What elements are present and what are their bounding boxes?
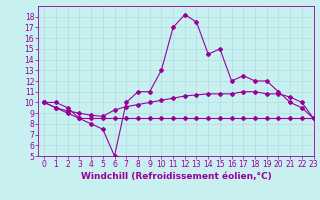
- X-axis label: Windchill (Refroidissement éolien,°C): Windchill (Refroidissement éolien,°C): [81, 172, 271, 181]
